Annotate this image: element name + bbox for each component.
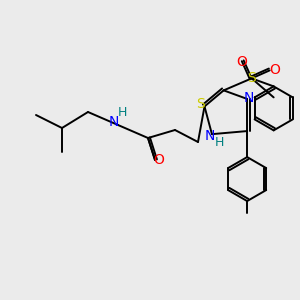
Text: H: H [117, 106, 127, 119]
Text: S: S [247, 71, 256, 85]
Text: H: H [215, 136, 225, 149]
Text: N: N [244, 91, 254, 105]
Text: O: O [236, 56, 247, 69]
Text: N: N [205, 129, 215, 143]
Text: O: O [154, 153, 164, 167]
Text: S: S [196, 98, 205, 111]
Text: O: O [269, 63, 280, 77]
Text: N: N [109, 115, 119, 129]
